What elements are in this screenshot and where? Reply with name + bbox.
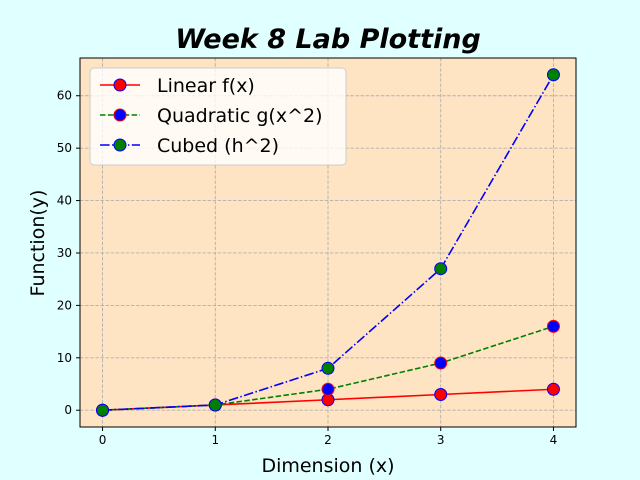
legend-label: Cubed (h^2): [157, 135, 279, 157]
chart-title: Week 8 Lab Plotting: [175, 24, 481, 55]
y-tick-label: 10: [57, 351, 72, 365]
x-tick-label: 1: [211, 433, 219, 447]
data-point: [321, 382, 335, 396]
data-point: [96, 403, 110, 417]
x-tick-label: 3: [437, 433, 445, 447]
legend-box: [89, 67, 347, 166]
legend-entry: Cubed (h^2): [100, 135, 279, 157]
legend-label: Linear f(x): [157, 75, 255, 97]
data-point: [546, 319, 560, 333]
y-tick-label: 50: [57, 141, 72, 155]
x-tick-label: 4: [550, 433, 558, 447]
series-layer: [96, 68, 560, 417]
legend-marker: [113, 108, 127, 122]
data-point: [546, 68, 560, 82]
data-point: [434, 262, 448, 276]
legend-label: Quadratic g(x^2): [157, 105, 323, 127]
y-tick-label: 40: [57, 194, 72, 208]
x-tick-label: 0: [99, 433, 107, 447]
legend-entry: Linear f(x): [100, 75, 255, 97]
y-tick-label: 30: [57, 246, 72, 260]
data-point: [321, 361, 335, 375]
y-tick-label: 60: [57, 89, 72, 103]
data-point: [546, 382, 560, 396]
y-tick-label: 0: [64, 403, 72, 417]
x-tick-label: 2: [324, 433, 332, 447]
data-point: [208, 398, 222, 412]
series-3: [96, 68, 560, 417]
data-point: [434, 356, 448, 370]
x-axis-label: Dimension (x): [261, 455, 394, 477]
data-point: [434, 388, 448, 402]
legend-marker: [113, 138, 127, 152]
legend-marker: [113, 78, 127, 92]
y-tick-label: 20: [57, 298, 72, 312]
legend: Linear f(x) Quadratic g(x^2) Cubed (h^2): [89, 67, 347, 166]
legend-entry: Quadratic g(x^2): [100, 105, 323, 127]
y-axis-label: Function(y): [27, 190, 49, 297]
